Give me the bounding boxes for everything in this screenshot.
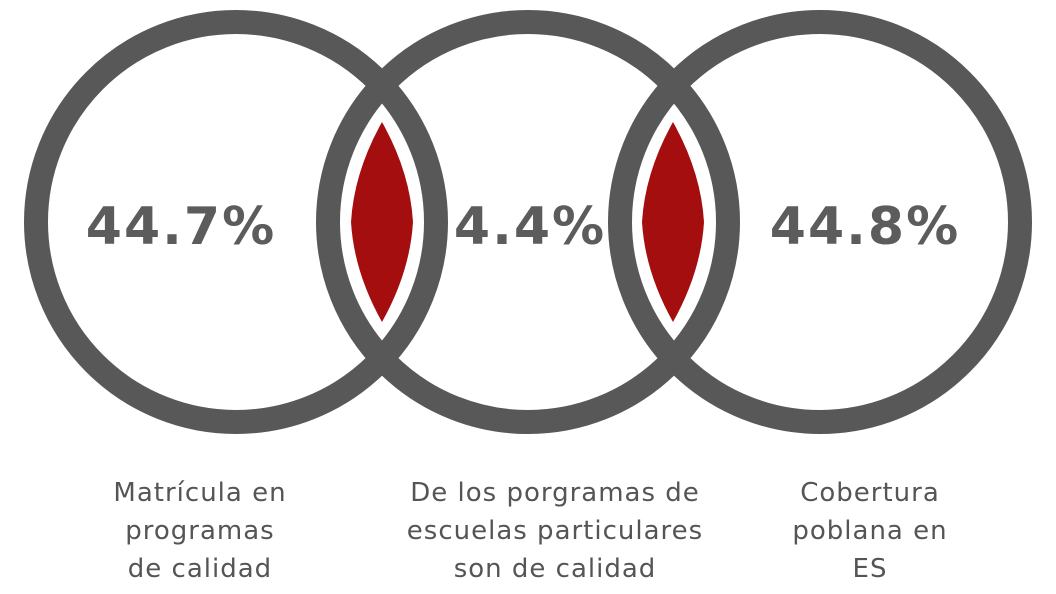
caption-middle-line-2: escuelas particulares: [406, 516, 704, 546]
circle-ring-left: [24, 10, 448, 434]
caption-right-line-2: poblana en: [792, 516, 948, 546]
caption-left-line-1: Matrícula en: [113, 478, 287, 508]
caption-left-line-2: programas: [125, 516, 275, 546]
caption-right-line-3: ES: [852, 554, 888, 584]
caption-left: Matrícula en programas de calidad: [80, 474, 320, 588]
overlap-lens-right: [642, 122, 704, 322]
caption-middle-line-1: De los porgramas de: [410, 478, 700, 508]
caption-right: Cobertura poblana en ES: [750, 474, 990, 588]
caption-middle: De los porgramas de escuelas particulare…: [370, 474, 740, 588]
circle-ring-middle: [316, 10, 740, 434]
caption-right-line-1: Cobertura: [800, 478, 940, 508]
caption-middle-line-3: son de calidad: [453, 554, 657, 584]
caption-left-line-3: de calidad: [127, 554, 273, 584]
circle-ring-right: [608, 10, 1032, 434]
value-right: 44.8%: [769, 197, 961, 257]
value-left: 44.7%: [85, 197, 277, 257]
overlap-lens-left: [351, 122, 413, 322]
value-middle: 4.4%: [453, 197, 607, 257]
